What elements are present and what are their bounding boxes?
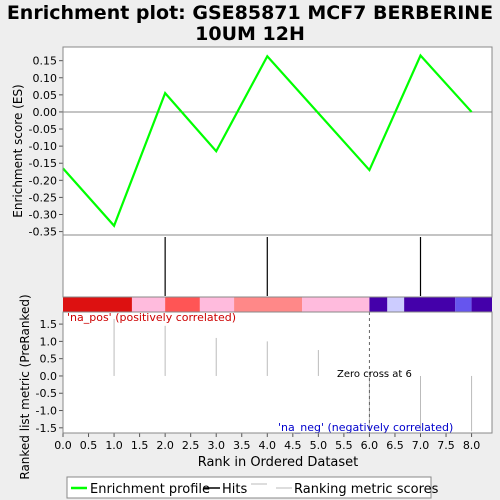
x-tick-label: 7.5 xyxy=(437,439,455,452)
negative-correlation-label: 'na_neg' (negatively correlated) xyxy=(278,421,453,434)
color-bar-segment xyxy=(165,297,200,312)
metric-ytick-label: 0.0 xyxy=(40,370,58,383)
metric-ytick-label: 1.5 xyxy=(40,318,58,331)
legend-hits-label: Hits xyxy=(222,482,247,497)
es-ytick-label: 0.15 xyxy=(33,55,58,68)
color-bar-segment xyxy=(63,297,132,312)
color-bar-segment xyxy=(199,297,235,312)
es-ytick-label: -0.25 xyxy=(29,191,57,204)
metric-panel-background xyxy=(63,312,492,433)
legend-enrichment-label: Enrichment profile xyxy=(90,482,210,497)
metric-ytick-label: 0.5 xyxy=(40,353,58,366)
x-axis-label: Rank in Ordered Dataset xyxy=(198,455,359,470)
es-ytick-label: 0.00 xyxy=(33,106,58,119)
x-tick-label: 1.5 xyxy=(131,439,149,452)
enrichment-profile-line xyxy=(62,53,473,228)
es-ytick-label: 0.05 xyxy=(33,89,58,102)
es-ytick-label: -0.10 xyxy=(29,140,57,153)
es-plot: -0.35 -0.30 -0.25 -0.20 -0.15 -0.10 -0.05 0.00 0… xyxy=(29,53,492,239)
metric-plot: -1.5 -1.0 -0.5 0.0 0.5 1.0 1.5 Zero cross at 6 '… xyxy=(36,311,473,435)
es-ytick-label: -0.35 xyxy=(29,226,57,239)
hits-plot xyxy=(164,237,422,296)
color-bar-segment xyxy=(471,297,492,312)
color-bar-segment xyxy=(234,297,303,312)
x-tick-label: 6.5 xyxy=(386,439,404,452)
x-axis: 0.0 0.5 1.0 1.5 2.0 2.5 3.0 3.5 4.0 4.5 5.0 5.5 6.0 6… xyxy=(54,433,480,452)
es-ytick-label: -0.20 xyxy=(29,174,57,187)
es-ytick-label: -0.15 xyxy=(29,157,57,170)
positive-correlation-label: 'na_pos' (positively correlated) xyxy=(67,311,236,324)
color-bar-segment xyxy=(387,297,405,312)
x-tick-label: 5.0 xyxy=(310,439,328,452)
x-tick-label: 4.0 xyxy=(259,439,277,452)
x-tick-label: 4.5 xyxy=(284,439,302,452)
es-panel-background xyxy=(63,47,492,235)
metric-ytick-label: 1.0 xyxy=(40,335,58,348)
es-ytick-label: -0.30 xyxy=(29,208,57,221)
x-tick-label: 7.0 xyxy=(412,439,430,452)
x-tick-label: 6.0 xyxy=(361,439,379,452)
es-ytick-label: 0.10 xyxy=(33,72,58,85)
metric-ytick-label: -1.5 xyxy=(36,422,57,435)
legend-metric-label: Ranking metric scores xyxy=(294,482,439,497)
x-tick-label: 1.0 xyxy=(105,439,123,452)
color-bar-segment xyxy=(131,297,166,312)
legend-box xyxy=(66,476,432,499)
es-ytick-label: -0.05 xyxy=(29,123,57,136)
color-bar-segment xyxy=(302,297,370,312)
chart-title-line1: Enrichment plot: GSE85871 MCF7 BERBERINE xyxy=(6,2,494,24)
metric-ytick-label: -1.0 xyxy=(36,405,57,418)
x-tick-label: 2.5 xyxy=(182,439,200,452)
color-bar-segment xyxy=(404,297,456,312)
metric-panel-border xyxy=(62,311,493,434)
x-tick-label: 2.0 xyxy=(156,439,174,452)
x-tick-label: 5.5 xyxy=(335,439,353,452)
x-tick-label: 0.0 xyxy=(54,439,72,452)
ranking-color-bar xyxy=(63,297,492,312)
hits-panel-border xyxy=(62,234,493,298)
x-tick-label: 0.5 xyxy=(80,439,98,452)
color-bar-segment xyxy=(455,297,472,312)
x-tick-label: 3.5 xyxy=(233,439,251,452)
color-bar-segment xyxy=(369,297,388,312)
hits-panel-background xyxy=(63,235,492,297)
metric-ylabel: Ranked list metric (PreRanked) xyxy=(18,294,32,479)
zero-cross-label: Zero cross at 6 xyxy=(337,369,412,380)
es-ylabel: Enrichment score (ES) xyxy=(11,84,25,217)
x-tick-label: 3.0 xyxy=(207,439,225,452)
x-tick-label: 8.0 xyxy=(463,439,481,452)
metric-ytick-label: -0.5 xyxy=(36,387,57,400)
chart-title-line2: 10UM 12H xyxy=(195,23,305,45)
